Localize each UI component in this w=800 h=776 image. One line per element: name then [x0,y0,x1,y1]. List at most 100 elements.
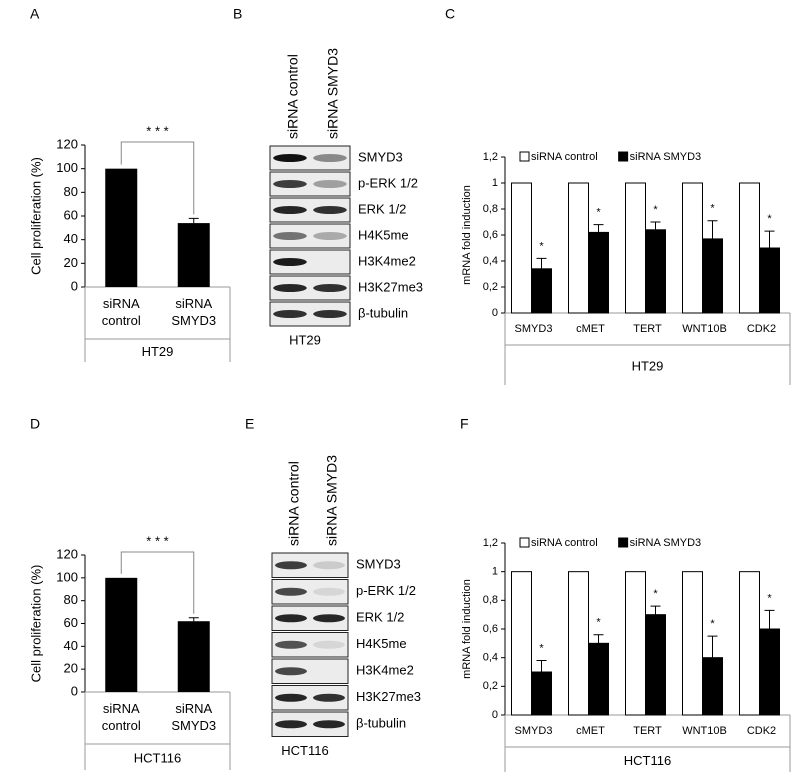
x-tick-label: SMYD3 [515,725,553,737]
blot-band [273,180,307,188]
row-label: p-ERK 1/2 [356,583,416,598]
legend-label: siRNA SMYD3 [630,537,702,549]
significance-bracket [120,141,195,215]
significance-label: * [653,588,658,600]
lane-label: siRNA SMYD3 [325,48,341,139]
blot-band [313,154,347,162]
legend-label: siRNA control [531,151,598,163]
blot-band [275,667,307,676]
error-bar [707,220,718,239]
legend-swatch [618,151,629,162]
bar [511,182,532,314]
bar [645,614,666,716]
bar [531,268,552,314]
y-tick-label: 60 [64,615,78,630]
x-axis-label: HT29 [632,358,664,373]
blot-band [275,640,307,649]
y-axis-label: mRNA fold induction [461,579,473,679]
y-axis-label: mRNA fold induction [461,185,473,285]
y-axis-label: Cell proliferation (%) [28,157,43,275]
legend-swatch [519,537,530,548]
blot-band [275,693,307,702]
blot-band [275,720,307,729]
row-label: H4K5me [358,227,409,242]
y-tick-label: 80 [64,592,78,607]
blot-band [313,284,347,292]
bar [702,657,723,716]
blot-band [275,561,307,570]
error-bar [764,230,775,248]
panel-label: D [30,416,40,432]
blot-band [273,258,307,266]
row-label: ERK 1/2 [356,610,404,625]
blot-band [313,614,345,623]
x-tick-label: cMET [576,725,605,737]
bar [625,182,646,314]
bar [568,571,589,716]
bar [531,671,552,716]
y-tick-label: 1,2 [483,151,498,163]
y-tick-label: 1,2 [483,537,498,549]
cell-line-label: HT29 [289,332,321,347]
row-label: p-ERK 1/2 [358,175,418,190]
bar [177,621,210,692]
blot-band [273,310,307,318]
panel-label: A [30,6,40,22]
bar [702,238,723,314]
bar [739,571,760,716]
y-tick-label: 0,2 [483,680,498,692]
significance-label: * [767,592,772,604]
y-tick-label: 120 [56,136,78,151]
error-bar [593,634,604,644]
y-tick-label: 0,4 [483,255,498,267]
row-label: SMYD3 [358,149,403,164]
x-tick-label: WNT10B [682,323,727,335]
y-tick-label: 60 [64,207,78,222]
cell-line-label: HCT116 [281,743,328,758]
row-label: H3K4me2 [356,663,414,678]
row-label: H3K4me2 [358,253,416,268]
y-tick-label: 0,8 [483,594,498,606]
x-tick-label: siRNA SMYD3 [171,701,216,733]
row-label: β-tubulin [358,305,408,320]
y-tick-label: 0,6 [483,623,498,635]
blot-band [275,587,307,596]
blot-band [273,284,307,292]
significance-label: * [596,617,601,629]
significance-label: * * * [146,533,168,548]
x-tick-label: TERT [633,323,662,335]
panel-label: B [233,6,242,22]
bar [759,628,780,716]
lane-label: siRNA control [286,461,302,546]
blot-band [273,232,307,240]
significance-label: * [710,618,715,630]
x-tick-label: cMET [576,323,605,335]
significance-label: * [767,213,772,225]
row-label: H4K5me [356,636,407,651]
panel-label: F [460,416,469,432]
error-bar [707,635,718,658]
significance-label: * [653,204,658,216]
x-tick-label: WNT10B [682,725,727,737]
panel-label: E [245,416,254,432]
blot-band [313,693,345,702]
y-tick-label: 100 [56,569,78,584]
bar [625,571,646,716]
error-bar [188,217,199,224]
y-tick-label: 20 [64,661,78,676]
lane-label: siRNA control [285,54,301,139]
error-bar [536,257,547,269]
y-tick-label: 0,4 [483,652,498,664]
bar [645,229,666,314]
legend-swatch [618,537,629,548]
x-tick-label: siRNA control [102,701,141,733]
x-tick-label: CDK2 [747,725,776,737]
significance-label: * [539,240,544,252]
y-tick-label: 0 [71,683,78,698]
blot-band [313,232,347,240]
bar [568,182,589,314]
y-tick-label: 1 [492,177,498,189]
y-tick-label: 40 [64,231,78,246]
significance-label: * [596,207,601,219]
error-bar [188,617,199,622]
